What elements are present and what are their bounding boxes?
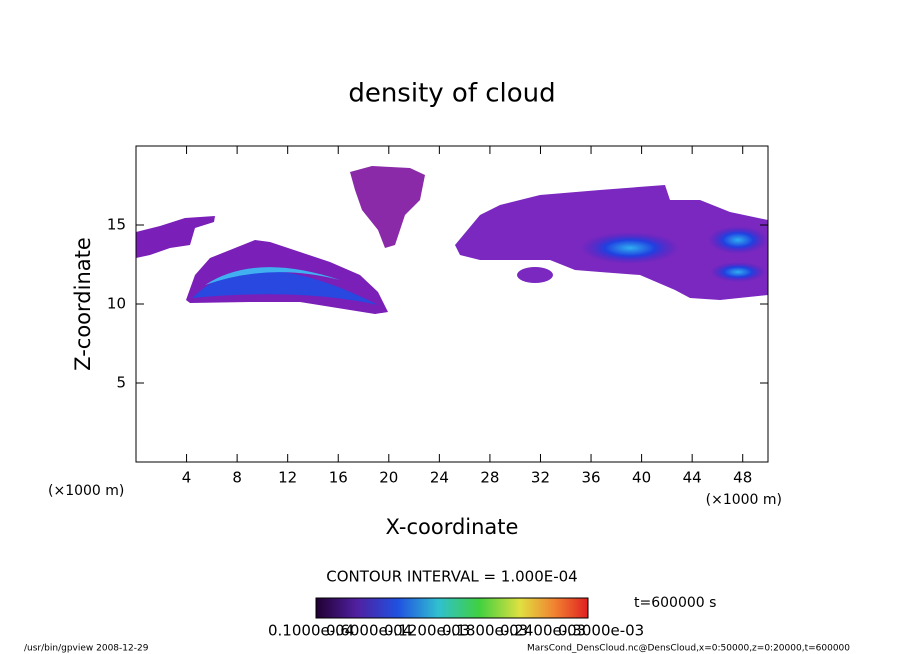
x-tick-label: 48 [733,469,752,487]
x-tick-label: 24 [430,469,449,487]
x-unit: (×1000 m) [706,492,782,508]
x-tick-label: 32 [531,469,550,487]
x-tick-label: 16 [329,469,348,487]
footer-left: /usr/bin/gpview 2008-12-29 [24,644,149,654]
footer-right: MarsCond_DensCloud.nc@DensCloud,x=0:5000… [527,644,850,654]
y-axis-label: Z-coordinate [71,237,95,371]
plot-frame [135,145,769,463]
y-unit: (×1000 m) [48,483,124,499]
contour-interval: CONTOUR INTERVAL = 1.000E-04 [326,568,577,586]
colorbar [315,597,589,619]
y-tick-label: 10 [107,295,126,313]
colorbar-label: 0.3000e-03 [558,622,644,640]
cloud-field [136,166,768,314]
y-tick-label: 15 [107,216,126,234]
x-tick-label: 12 [278,469,297,487]
x-axis-label: X-coordinate [386,515,519,539]
colorbar-label: 0.2400e-03 [500,622,586,640]
time-label: t=600000 s [634,595,716,611]
colorbar-label: 0.6000e-04 [326,622,412,640]
x-tick-label: 28 [480,469,499,487]
x-tick-label: 4 [182,469,192,487]
colorbar-label: 0.1800e-03 [442,622,528,640]
chart-title: density of cloud [348,79,555,109]
colorbar-label: 0.1200e-03 [384,622,470,640]
x-tick-label: 20 [379,469,398,487]
x-tick-label: 44 [683,469,702,487]
x-tick-label: 36 [581,469,600,487]
y-tick-label: 5 [116,374,126,392]
x-tick-label: 40 [632,469,651,487]
x-tick-label: 8 [232,469,242,487]
colorbar-label: 0.1000e-04 [268,622,354,640]
